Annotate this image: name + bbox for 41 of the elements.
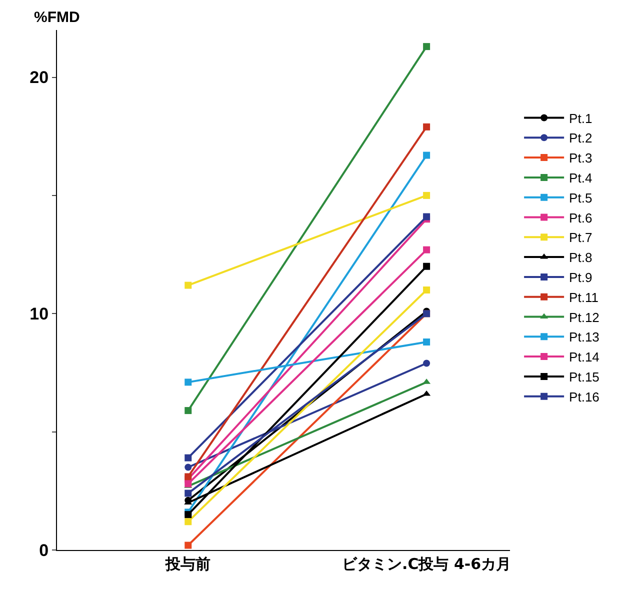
point	[423, 192, 430, 199]
legend-label: Pt.4	[569, 170, 592, 186]
point	[423, 360, 430, 367]
point	[423, 152, 430, 159]
legend-label: Pt.15	[569, 370, 600, 385]
point	[184, 473, 192, 480]
point	[423, 213, 430, 220]
point	[184, 518, 192, 526]
legend-label: Pt.16	[569, 389, 600, 404]
point	[423, 246, 430, 254]
y-tick-label: 0	[39, 540, 49, 560]
y-axis-title: %FMD	[34, 9, 80, 26]
point	[423, 338, 430, 346]
point	[423, 43, 430, 50]
x-tick-label: 投与前	[164, 555, 211, 573]
legend-label: Pt.12	[569, 310, 600, 325]
point	[184, 378, 192, 386]
legend-label: Pt.1	[569, 110, 592, 126]
point	[184, 490, 192, 497]
y-tick-label: 10	[30, 304, 49, 324]
point	[184, 542, 192, 549]
x-tick-label: ビタミン.C投与 4-6カ月	[342, 555, 512, 573]
point	[184, 282, 192, 289]
legend-label: Pt.14	[569, 350, 600, 365]
legend-label: Pt.9	[569, 270, 592, 286]
point	[184, 407, 192, 414]
legend-label: Pt.5	[569, 190, 592, 206]
legend-label: Pt.3	[569, 150, 592, 166]
legend-label: Pt.2	[569, 130, 592, 146]
point	[423, 286, 430, 294]
point	[184, 511, 192, 518]
legend-label: Pt.11	[569, 290, 598, 305]
legend-label: Pt.7	[569, 230, 592, 246]
point	[184, 464, 192, 471]
point	[184, 454, 192, 462]
legend-label: Pt.8	[569, 250, 592, 266]
point	[423, 262, 430, 270]
legend-label: Pt.6	[569, 210, 592, 226]
y-tick-label: 20	[30, 68, 49, 88]
legend-label: Pt.13	[569, 330, 600, 345]
point	[423, 123, 430, 130]
